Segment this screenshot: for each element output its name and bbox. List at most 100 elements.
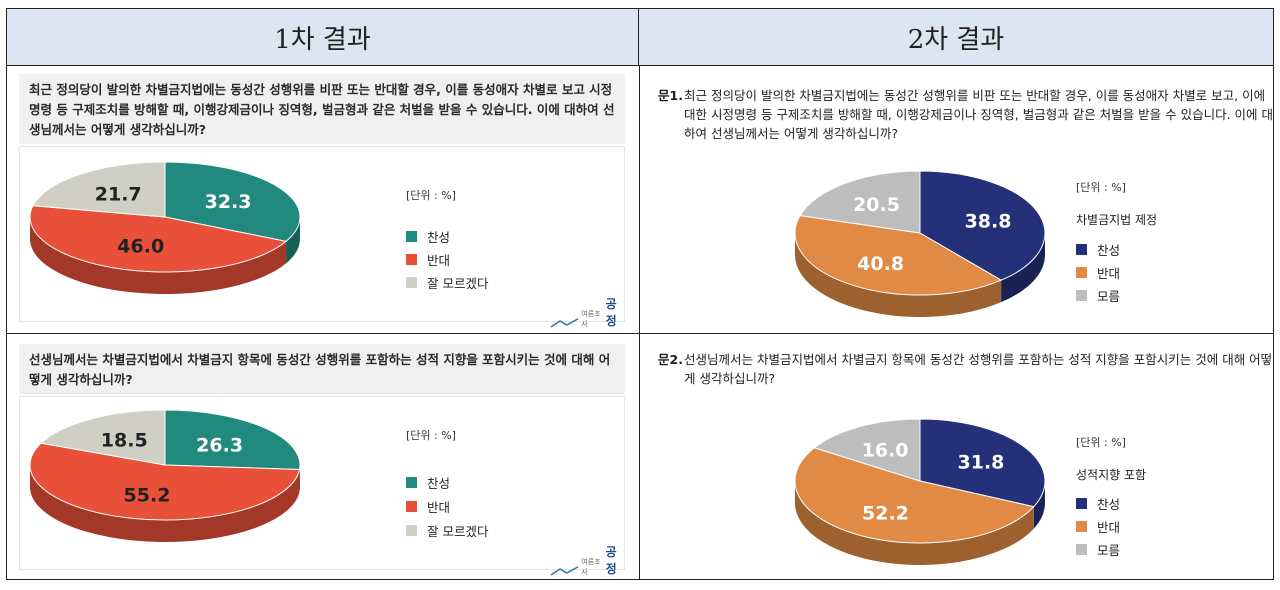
legend-item-unknown: 잘 모르겠다	[406, 521, 488, 540]
logo-small-text: 여론조사	[581, 558, 601, 576]
round1-q1-unit: [단위 : %]	[406, 189, 456, 202]
round2-header: 2차 결과	[639, 9, 1273, 66]
trend-line-icon	[550, 565, 579, 576]
round1-header: 1차 결과	[7, 9, 639, 66]
legend-swatch	[406, 501, 417, 512]
question-number: 문1.	[658, 88, 683, 103]
pie-side-oppose	[30, 217, 287, 294]
round1-q1-panel: 최근 정의당이 발의한 차별금지법에는 동성간 성행위를 비판 또는 반대할 경…	[7, 66, 639, 333]
legend-label: 모름	[1097, 289, 1121, 304]
pie-slice-oppose	[29, 205, 288, 273]
legend-label: 반대	[427, 500, 451, 515]
pie-slice-support	[919, 170, 1046, 281]
round1-q1-question: 최근 정의당이 발의한 차별금지법에는 동성간 성행위를 비판 또는 반대할 경…	[19, 74, 625, 144]
pie-value-label-unknown: 21.7	[95, 184, 142, 206]
legend-swatch	[1076, 267, 1087, 278]
round2-q2-question: 선생님께서는 차별금지법에서 차별금지 항목에 동성간 성행위를 포함하는 성적…	[684, 352, 1273, 386]
pollster-logo: 여론조사 공정	[550, 543, 624, 577]
round2-q1-question-block: 문1. 최근 정의당이 발의한 차별금지법에는 동성간 성행위를 비판 또는 반…	[658, 86, 1274, 146]
round2-q2-unit: [단위 : %]	[1076, 436, 1126, 449]
round1-q2-question: 선생님께서는 차별금지법에서 차별금지 항목에 동성간 성행위를 포함하는 성적…	[19, 344, 625, 394]
legend-label: 반대	[1097, 266, 1121, 281]
legend-swatch	[406, 231, 417, 242]
legend-item-oppose: 반대	[406, 497, 450, 516]
pie-side-oppose	[795, 233, 1002, 317]
legend-label: 반대	[427, 253, 451, 268]
pie-slice-unknown	[32, 161, 166, 218]
legend-label: 모름	[1097, 543, 1121, 558]
round2-q2-legend-title: 성적지향 포함	[1076, 468, 1147, 482]
row-divider	[7, 333, 1273, 334]
legend-label: 잘 모르겠다	[427, 524, 489, 539]
legend-item-oppose: 반대	[406, 250, 450, 269]
legend-label: 잘 모르겠다	[427, 276, 489, 291]
logo-small-text: 여론조사	[581, 310, 601, 328]
legend-swatch	[406, 277, 417, 288]
pie-value-label-oppose: 40.8	[857, 253, 904, 275]
pie-value-label-support: 31.8	[958, 452, 1005, 474]
round2-q2-pie-chart: 31.8 52.2 16.0	[794, 418, 1046, 565]
legend-item-oppose: 반대	[1076, 517, 1120, 536]
logo-text: 공정	[605, 545, 617, 576]
results-table: 1차 결과 2차 결과 최근 정의당이 발의한 차별금지법에는 동성간 성행위를…	[6, 8, 1274, 580]
legend-swatch	[1076, 521, 1087, 532]
column-divider	[639, 66, 640, 579]
pie-side-support	[1033, 481, 1045, 529]
pie-slice-support	[919, 418, 1046, 508]
legend-label: 찬성	[1097, 243, 1121, 258]
legend-item-unknown: 모름	[1076, 286, 1120, 305]
question-number: 문2.	[658, 352, 683, 367]
round1-q2-unit: [단위 : %]	[406, 429, 456, 442]
legend-label: 찬성	[427, 476, 451, 491]
round1-q2-chart-area: 26.3 55.2 18.5 [단위 : %] 찬성 반대 잘 모르겠다 여론조사 …	[19, 396, 625, 576]
pie-slice-unknown	[813, 418, 921, 482]
legend-label: 반대	[1097, 520, 1121, 535]
legend-item-support: 찬성	[1076, 240, 1120, 259]
pie-slice-oppose	[794, 447, 1035, 544]
legend-item-oppose: 반대	[1076, 263, 1120, 282]
round1-q2-panel: 선생님께서는 차별금지법에서 차별금지 항목에 동성간 성행위를 포함하는 성적…	[7, 334, 639, 579]
pie-side-support	[286, 217, 300, 264]
legend-swatch	[406, 254, 417, 265]
round1-q1-chart-area: 32.3 46.0 21.7 [단위 : %] 찬성 반대 잘 모르겠다 여론조사 …	[19, 146, 625, 328]
pie-slice-support	[164, 161, 301, 242]
legend-item-support: 찬성	[406, 473, 450, 492]
legend-item-unknown: 잘 모르겠다	[406, 273, 488, 292]
round2-q2-panel: 문2. 선생님께서는 차별금지법에서 차별금지 항목에 동성간 성행위를 포함하…	[640, 334, 1273, 579]
pie-value-label-unknown: 16.0	[862, 439, 909, 461]
legend-swatch	[1076, 498, 1087, 509]
round2-q1-panel: 문1. 최근 정의당이 발의한 차별금지법에는 동성간 성행위를 비판 또는 반…	[640, 66, 1273, 333]
trend-line-icon	[550, 317, 579, 328]
pie-side-support	[1001, 233, 1045, 303]
round2-q2-question-block: 문2. 선생님께서는 차별금지법에서 차별금지 항목에 동성간 성행위를 포함하…	[658, 350, 1274, 390]
pollster-logo: 여론조사 공정	[550, 295, 624, 329]
round1-q2-pie-chart: 26.3 55.2 18.5	[29, 409, 301, 542]
pie-value-label-support: 26.3	[196, 435, 243, 457]
round2-q1-unit: [단위 : %]	[1076, 181, 1126, 194]
pie-slice-unknown	[799, 170, 921, 234]
pie-value-label-oppose: 46.0	[117, 236, 164, 258]
legend-swatch	[1076, 244, 1087, 255]
legend-swatch	[1076, 544, 1087, 555]
round2-q1-legend-title: 차별금지법 제정	[1076, 213, 1158, 227]
pie-value-label-support: 38.8	[965, 211, 1012, 233]
legend-item-support: 찬성	[406, 227, 450, 246]
pie-value-label-support: 32.3	[205, 191, 252, 213]
round2-q1-question: 최근 정의당이 발의한 차별금지법에는 동성간 성행위를 비판 또는 반대할 경…	[684, 88, 1274, 141]
legend-swatch	[1076, 290, 1087, 301]
pie-value-label-oppose: 52.2	[862, 503, 909, 525]
legend-label: 찬성	[427, 230, 451, 245]
pie-slice-unknown	[40, 409, 166, 466]
pie-slice-oppose	[794, 215, 1003, 296]
pie-slice-support	[164, 409, 301, 471]
pie-value-label-unknown: 18.5	[101, 430, 148, 452]
legend-item-support: 찬성	[1076, 494, 1120, 513]
legend-swatch	[406, 525, 417, 536]
legend-label: 찬성	[1097, 497, 1121, 512]
pie-value-label-oppose: 55.2	[124, 484, 171, 506]
logo-text: 공정	[605, 297, 617, 328]
pie-side-oppose	[795, 481, 1034, 565]
pie-side-oppose	[30, 465, 300, 542]
pie-slice-oppose	[29, 442, 301, 521]
round2-q1-pie-chart: 38.8 40.8 20.5	[794, 170, 1046, 317]
